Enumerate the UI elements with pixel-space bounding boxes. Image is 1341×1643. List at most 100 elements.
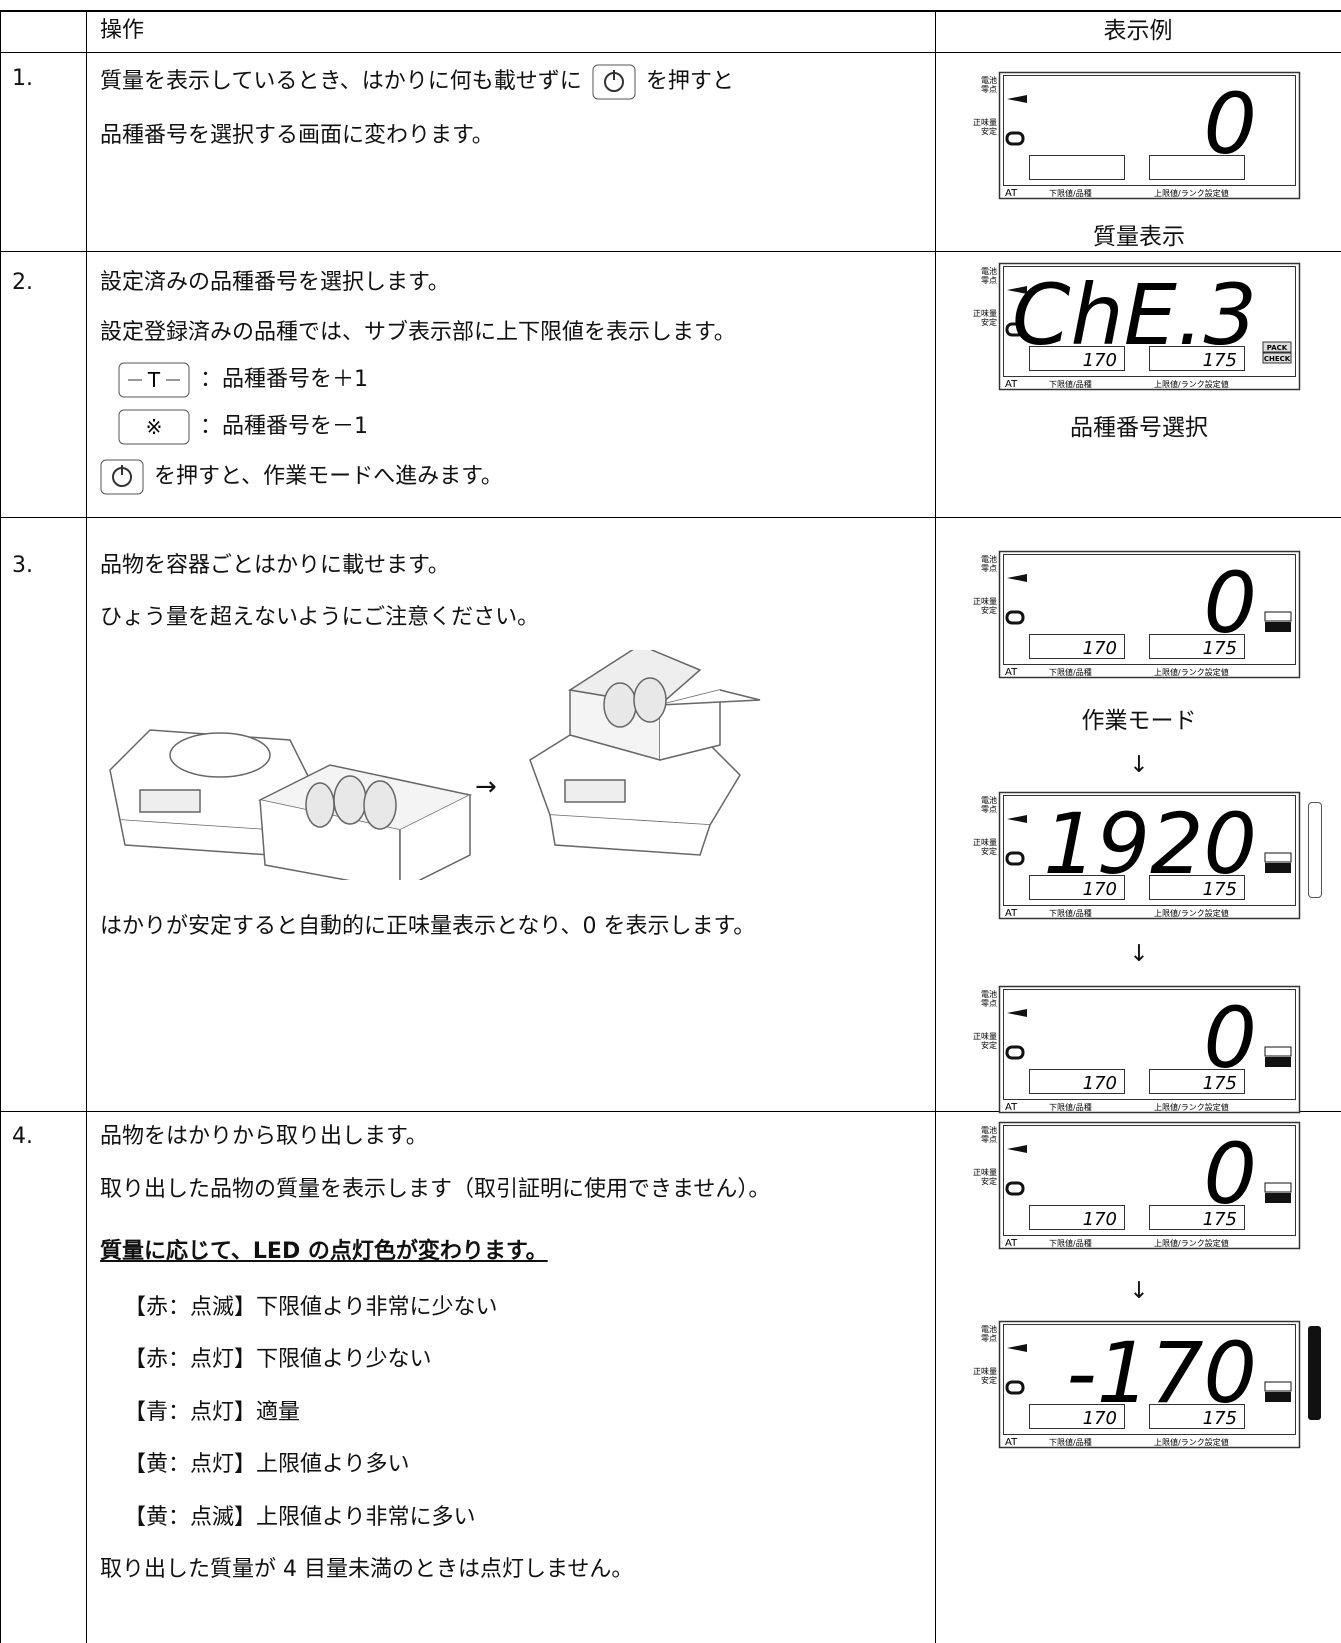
text: を押すと、作業モードへ進みます。 [154, 464, 503, 489]
indicator [1265, 1057, 1291, 1067]
text-line: 【赤：点灯】下限値より少ない [124, 1347, 432, 1372]
caption: 品種番号選択 [1070, 415, 1208, 441]
text-line: 【黄：点滅】上限値より非常に多い [124, 1505, 476, 1530]
lcd-label: 電池 [981, 989, 997, 999]
sub-box [1149, 634, 1245, 659]
table-rule [0, 10, 1, 1643]
sub-box [1149, 875, 1245, 900]
sub-value: 170 [1083, 638, 1117, 659]
text-line: を押すと、作業モードへ進みます。 [100, 459, 503, 495]
lcd-label: 上限値/ランク設定値 [1154, 908, 1229, 918]
lcd-label: 正味量 [973, 1366, 997, 1376]
text: ：品種番号を＋1 [200, 367, 368, 392]
lcd-label: 安定 [981, 126, 997, 136]
indicator [1264, 1046, 1292, 1057]
row-number: 2. [12, 270, 33, 295]
lcd-label: 下限値/品種 [1049, 667, 1092, 677]
table-rule [0, 10, 1341, 12]
lcd-label: 正味量 [973, 117, 997, 127]
row-number: 1. [12, 66, 33, 91]
sub-box [1149, 1205, 1245, 1230]
lcd-label: 正味量 [973, 308, 997, 318]
indicator [1264, 852, 1292, 863]
lcd-label: 下限値/品種 [1049, 1238, 1092, 1248]
text-line: 品物をはかりから取り出します。 [100, 1124, 428, 1149]
sub-value: 170 [1083, 350, 1117, 371]
table-rule [0, 251, 1341, 252]
sub-value: 175 [1203, 1209, 1237, 1230]
button-label: ※ [146, 415, 163, 439]
indicator [1007, 95, 1027, 103]
lcd-label: 正味量 [973, 1031, 997, 1041]
led-bar [1308, 802, 1322, 898]
sub-value: 170 [1083, 1408, 1117, 1429]
indicator [1007, 1145, 1027, 1153]
lcd-label: 正味量 [973, 596, 997, 606]
tare-button: T [118, 362, 190, 398]
indicator [1264, 611, 1292, 622]
indicator [1007, 574, 1027, 582]
lcd-label: 正味量 [973, 837, 997, 847]
lcd-label: 下限値/品種 [1049, 1102, 1092, 1112]
lcd-label: 上限値/ランク設定値 [1154, 1238, 1229, 1248]
asterisk-button: ※ [118, 409, 190, 445]
lcd-label: AT [1005, 379, 1018, 390]
lcd-label: AT [1005, 1437, 1018, 1448]
lcd-label: 正味量 [973, 1167, 997, 1177]
lcd-label: 上限値/ランク設定値 [1154, 667, 1229, 677]
lcd-inner [1003, 795, 1296, 906]
indicator [1007, 1344, 1027, 1352]
lcd-inner [1003, 989, 1296, 1100]
indicator [1264, 1381, 1292, 1392]
lcd-label: 下限値/品種 [1049, 1437, 1092, 1447]
sub-box [1029, 1069, 1125, 1094]
indicator [1005, 1380, 1025, 1395]
indicator [1265, 1392, 1291, 1402]
lcd-label: 零点 [981, 805, 997, 814]
lcd-label: 零点 [981, 1334, 997, 1343]
illustration [109, 650, 761, 880]
row-number: 3. [12, 553, 33, 578]
header-cell: 表示例 [1103, 18, 1173, 44]
lcd-label: 安定 [981, 846, 997, 856]
sub-box [1029, 1205, 1125, 1230]
arrow: ↓ [1129, 752, 1149, 778]
lcd-label: 上限値/ランク設定値 [1154, 1437, 1229, 1447]
sub-box [1029, 875, 1125, 900]
led-bar [1308, 1326, 1321, 1420]
sub-box [1029, 634, 1125, 659]
table-rule [0, 1111, 1341, 1112]
lcd-label: 安定 [981, 605, 997, 615]
text-line: 【青：点灯】適量 [124, 1400, 301, 1425]
table-rule [86, 10, 87, 1643]
lcd-inner [1003, 554, 1296, 665]
lcd-label: AT [1005, 667, 1018, 678]
sub-value: 175 [1203, 879, 1237, 900]
mode-label: CHECK [1264, 355, 1291, 363]
sub-box [1029, 346, 1125, 371]
indicator [1264, 1182, 1292, 1193]
table-rule [0, 517, 1341, 518]
lcd-label: AT [1005, 1102, 1018, 1113]
sub-value: 175 [1203, 1073, 1237, 1094]
arrow: ↓ [1129, 1278, 1149, 1304]
text-line: 取り出した品物の質量を表示します（取引証明に使用できません）。 [100, 1177, 771, 1202]
lcd-label: 電池 [981, 1324, 997, 1334]
sub-box [1149, 1404, 1245, 1429]
text-line: T ：品種番号を＋1 [118, 362, 368, 398]
indicator [1005, 1045, 1025, 1060]
sub-value: 175 [1203, 638, 1237, 659]
lcd-label: 零点 [981, 85, 997, 94]
text: 質量を表示しているとき、はかりに何も載せずに [100, 69, 582, 94]
lcd-label: 上限値/ランク設定値 [1154, 188, 1229, 198]
indicator [1005, 131, 1025, 146]
mode-box [1262, 341, 1292, 353]
sub-box [1149, 1069, 1245, 1094]
sub-box [1029, 1404, 1125, 1429]
lcd-inner [1003, 1324, 1296, 1435]
lcd-label: 電池 [981, 266, 997, 276]
